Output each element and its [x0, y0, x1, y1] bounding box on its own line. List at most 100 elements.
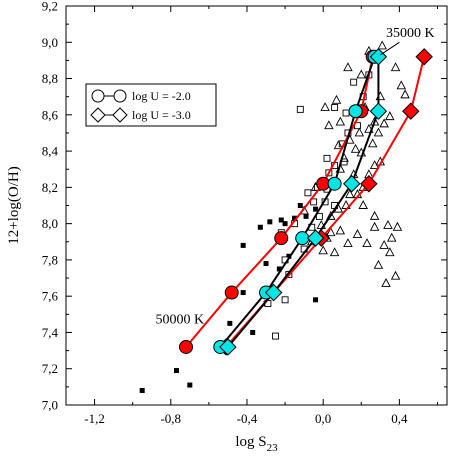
x-tick-label: -0,8 — [160, 411, 181, 426]
filled-square-point — [303, 213, 309, 219]
model-line-2 — [219, 56, 376, 348]
filled-square-point — [240, 242, 246, 248]
filled-square-point — [187, 382, 193, 388]
annotation-label: 50000 K — [156, 312, 205, 327]
model-diamond-marker — [219, 338, 237, 356]
model-diamond-marker — [264, 283, 283, 302]
open-triangle-point — [379, 239, 389, 249]
filled-square-point — [313, 297, 319, 303]
legend-diamond-marker — [112, 107, 128, 123]
x-tick-label: 0,0 — [315, 411, 331, 426]
model-circle-marker — [179, 339, 194, 354]
open-square-point — [281, 296, 289, 304]
open-triangle-point — [329, 247, 340, 257]
open-triangle-point — [369, 210, 380, 220]
open-triangle-point — [381, 278, 391, 287]
plot-frame — [65, 5, 448, 406]
model-line-0 — [185, 56, 374, 348]
open-triangle-point — [356, 69, 367, 79]
legend-circle-marker — [113, 89, 127, 103]
axis-labels-layer: -1,2 -0,8 -0,4 0,0 0,4 7,0 7,2 7,4 7,6 7,8 8,0 8,2 8… — [6, 0, 408, 454]
open-triangle-point — [387, 232, 397, 242]
open-square-point — [342, 109, 350, 117]
open-triangle-point — [367, 138, 378, 148]
open-triangle-point — [352, 229, 363, 238]
open-triangle-point — [335, 116, 346, 126]
filled-square-point — [173, 368, 179, 374]
y-tick-label: 7,8 — [42, 252, 58, 267]
open-square-point — [296, 105, 304, 113]
open-triangle-point — [358, 200, 368, 209]
open-triangle-point — [369, 221, 380, 231]
y-tick-label: 8,4 — [42, 144, 59, 159]
model-diamond-marker — [369, 102, 388, 120]
axis-ticks-layer — [66, 5, 447, 406]
x-tick-label: -1,2 — [84, 411, 105, 426]
x-tick-label: 0,4 — [391, 411, 408, 426]
y-tick-label: 9,0 — [42, 35, 58, 50]
filled-square-point — [139, 387, 145, 393]
filled-square-point — [292, 215, 298, 221]
filled-square-point — [276, 266, 282, 272]
open-triangle-point — [331, 94, 342, 104]
legend-diamond-marker — [90, 107, 106, 123]
y-tick-label: 8,8 — [42, 71, 58, 86]
open-triangle-point — [343, 238, 353, 248]
model-diamond-marker — [360, 175, 378, 193]
filled-square-point — [313, 206, 319, 212]
open-triangle-point — [333, 140, 344, 150]
legend-circle-marker — [91, 89, 105, 103]
open-triangle-point — [362, 238, 372, 248]
model-circle-marker — [274, 231, 289, 246]
y-tick-label: 8,2 — [42, 180, 58, 195]
x-axis-label: log S23 — [235, 434, 278, 454]
model-line-3 — [227, 56, 380, 348]
filled-square-point — [257, 224, 263, 230]
open-square-point — [315, 212, 323, 220]
legend-box — [85, 83, 217, 127]
annotation-pointer — [380, 41, 400, 56]
model-diamond-marker — [369, 48, 388, 66]
model-circle-marker — [327, 176, 342, 191]
open-triangle-point — [354, 127, 365, 137]
model-diamond-marker — [402, 102, 420, 120]
open-triangle-point — [326, 227, 336, 237]
y-tick-label: 7,2 — [42, 361, 58, 376]
open-triangle-point — [390, 270, 401, 280]
open-triangle-point — [377, 40, 387, 50]
filled-square-point — [240, 290, 246, 296]
open-triangle-point — [324, 120, 334, 130]
model-circle-marker — [348, 104, 363, 119]
open-triangle-point — [390, 62, 401, 72]
open-triangle-point — [345, 189, 355, 199]
open-triangle-point — [379, 118, 389, 128]
legend: log U = -2.0 log U = -3.0 — [85, 83, 217, 127]
model-circle-marker — [295, 231, 310, 246]
open-triangle-point — [318, 245, 328, 255]
y-tick-label: 7,6 — [42, 289, 59, 304]
open-square-point — [304, 189, 312, 197]
filled-square-point — [250, 329, 256, 335]
filled-square-point — [286, 253, 292, 259]
model-circle-marker — [224, 285, 239, 300]
open-triangle-point — [385, 111, 395, 121]
filled-square-point — [282, 221, 288, 227]
filled-square-point — [267, 219, 273, 225]
open-triangle-point — [392, 221, 403, 231]
filled-square-point — [227, 320, 233, 326]
open-triangle-point — [369, 116, 380, 126]
filled-square-point — [278, 217, 284, 223]
open-triangle-point — [385, 247, 395, 257]
open-triangle-point — [364, 123, 374, 133]
open-triangle-point — [320, 102, 330, 112]
open-triangle-point — [326, 210, 336, 220]
open-triangle-point — [335, 225, 346, 235]
open-square-point — [323, 154, 331, 162]
x-tick-label: -0,4 — [237, 411, 258, 426]
open-triangle-point — [373, 259, 384, 269]
y-axis-label: 12+log(O/H) — [6, 166, 22, 244]
model-diamond-marker — [415, 48, 433, 66]
filled-square-point — [297, 203, 303, 208]
legend-label: log U = -3.0 — [132, 108, 191, 122]
